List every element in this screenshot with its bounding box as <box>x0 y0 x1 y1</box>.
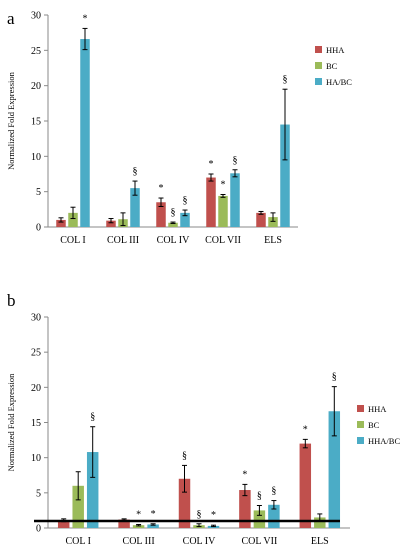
significance-mark: § <box>197 509 202 520</box>
bar <box>72 485 84 528</box>
chart-panel-a: a 0 5 10 15 20 25 30 Normalized Fold Expression… <box>0 0 407 265</box>
legend-label: HHA/BC <box>368 436 400 446</box>
y-tick-label: 5 <box>36 187 41 198</box>
legend-swatch <box>315 62 322 69</box>
bar <box>230 173 240 227</box>
legend-label: BC <box>326 61 338 71</box>
significance-mark: § <box>90 412 95 423</box>
significance-mark: § <box>283 74 288 85</box>
bar <box>168 222 178 227</box>
legend-swatch <box>357 421 364 428</box>
y-tick-label: 5 <box>36 488 41 499</box>
x-tick-label: COL IV <box>157 235 190 246</box>
significance-mark: * <box>136 509 141 520</box>
bar <box>56 219 66 227</box>
significance-mark: § <box>332 372 337 383</box>
x-tick-label: COL VII <box>205 235 241 246</box>
bar <box>268 217 278 227</box>
y-axis-title: Normalized Fold Expression <box>6 373 16 471</box>
bar <box>156 202 166 227</box>
y-tick-label: 10 <box>31 152 41 163</box>
bar <box>328 411 341 528</box>
bar <box>68 212 78 227</box>
x-tick-label: COL I <box>65 536 90 547</box>
y-tick-label: 25 <box>31 348 41 359</box>
bar <box>180 212 190 227</box>
bar <box>280 124 290 227</box>
legend-swatch <box>315 78 322 85</box>
significance-mark: * <box>211 510 216 521</box>
legend-label: HHA <box>326 45 345 55</box>
significance-mark: * <box>303 424 308 435</box>
significance-mark: * <box>83 13 88 24</box>
significance-mark: § <box>257 490 262 501</box>
y-tick-label: 30 <box>31 11 41 22</box>
x-tick-label: COL I <box>60 235 85 246</box>
significance-mark: § <box>233 155 238 166</box>
bar <box>178 478 191 528</box>
bar <box>253 510 266 528</box>
bar-chart-b: 0 5 10 15 20 25 30 Normalized Fold Expression CO… <box>6 313 400 548</box>
bar <box>299 443 312 528</box>
panel-label-a: a <box>7 9 15 28</box>
significance-mark: § <box>183 195 188 206</box>
chart-panel-b: b 0 5 10 15 20 25 30 Normalized Fold Expression… <box>0 285 407 550</box>
bar <box>80 39 90 227</box>
y-tick-label: 30 <box>31 313 41 324</box>
x-tick-label: COL VII <box>241 536 277 547</box>
bar <box>118 519 130 528</box>
y-tick-label: 15 <box>31 418 41 429</box>
x-tick-label: ELS <box>311 536 329 547</box>
bar <box>268 504 280 528</box>
y-tick-label: 20 <box>31 81 41 92</box>
bar <box>106 220 116 227</box>
significance-mark: * <box>209 159 214 170</box>
bar <box>206 177 216 227</box>
x-tick-label: COL III <box>123 536 155 547</box>
y-tick-label: 15 <box>31 117 41 128</box>
bar <box>57 520 70 528</box>
bar <box>314 517 326 528</box>
significance-mark: § <box>133 166 138 177</box>
significance-mark: § <box>271 486 276 497</box>
bar <box>147 524 159 528</box>
x-tick-label: COL IV <box>183 536 216 547</box>
significance-mark: * <box>151 509 156 520</box>
y-tick-label: 10 <box>31 453 41 464</box>
legend-swatch <box>315 46 322 53</box>
legend-swatch <box>357 437 364 444</box>
x-tick-label: COL III <box>107 235 139 246</box>
significance-mark: * <box>242 469 247 480</box>
y-tick-label: 0 <box>36 223 41 234</box>
panel-label-b: b <box>7 291 16 310</box>
bar <box>218 195 228 227</box>
bar <box>86 452 99 528</box>
y-tick-label: 0 <box>36 524 41 535</box>
significance-mark: * <box>221 179 226 190</box>
y-tick-label: 20 <box>31 383 41 394</box>
bar <box>239 490 251 528</box>
legend-label: HHA <box>368 404 387 414</box>
legend-swatch <box>357 405 364 412</box>
bar <box>132 525 145 528</box>
x-tick-label: ELS <box>264 235 282 246</box>
y-tick-label: 25 <box>31 46 41 57</box>
legend-label: HA/BC <box>326 77 352 87</box>
y-axis-title: Normalized Fold Expression <box>6 71 16 169</box>
legend-label: BC <box>368 420 380 430</box>
significance-mark: * <box>159 183 164 194</box>
bar <box>130 188 140 227</box>
bar-chart-a: 0 5 10 15 20 25 30 Normalized Fold Expression CO… <box>6 11 352 247</box>
significance-mark: § <box>171 207 176 218</box>
bar <box>256 212 266 227</box>
significance-mark: § <box>182 450 187 461</box>
